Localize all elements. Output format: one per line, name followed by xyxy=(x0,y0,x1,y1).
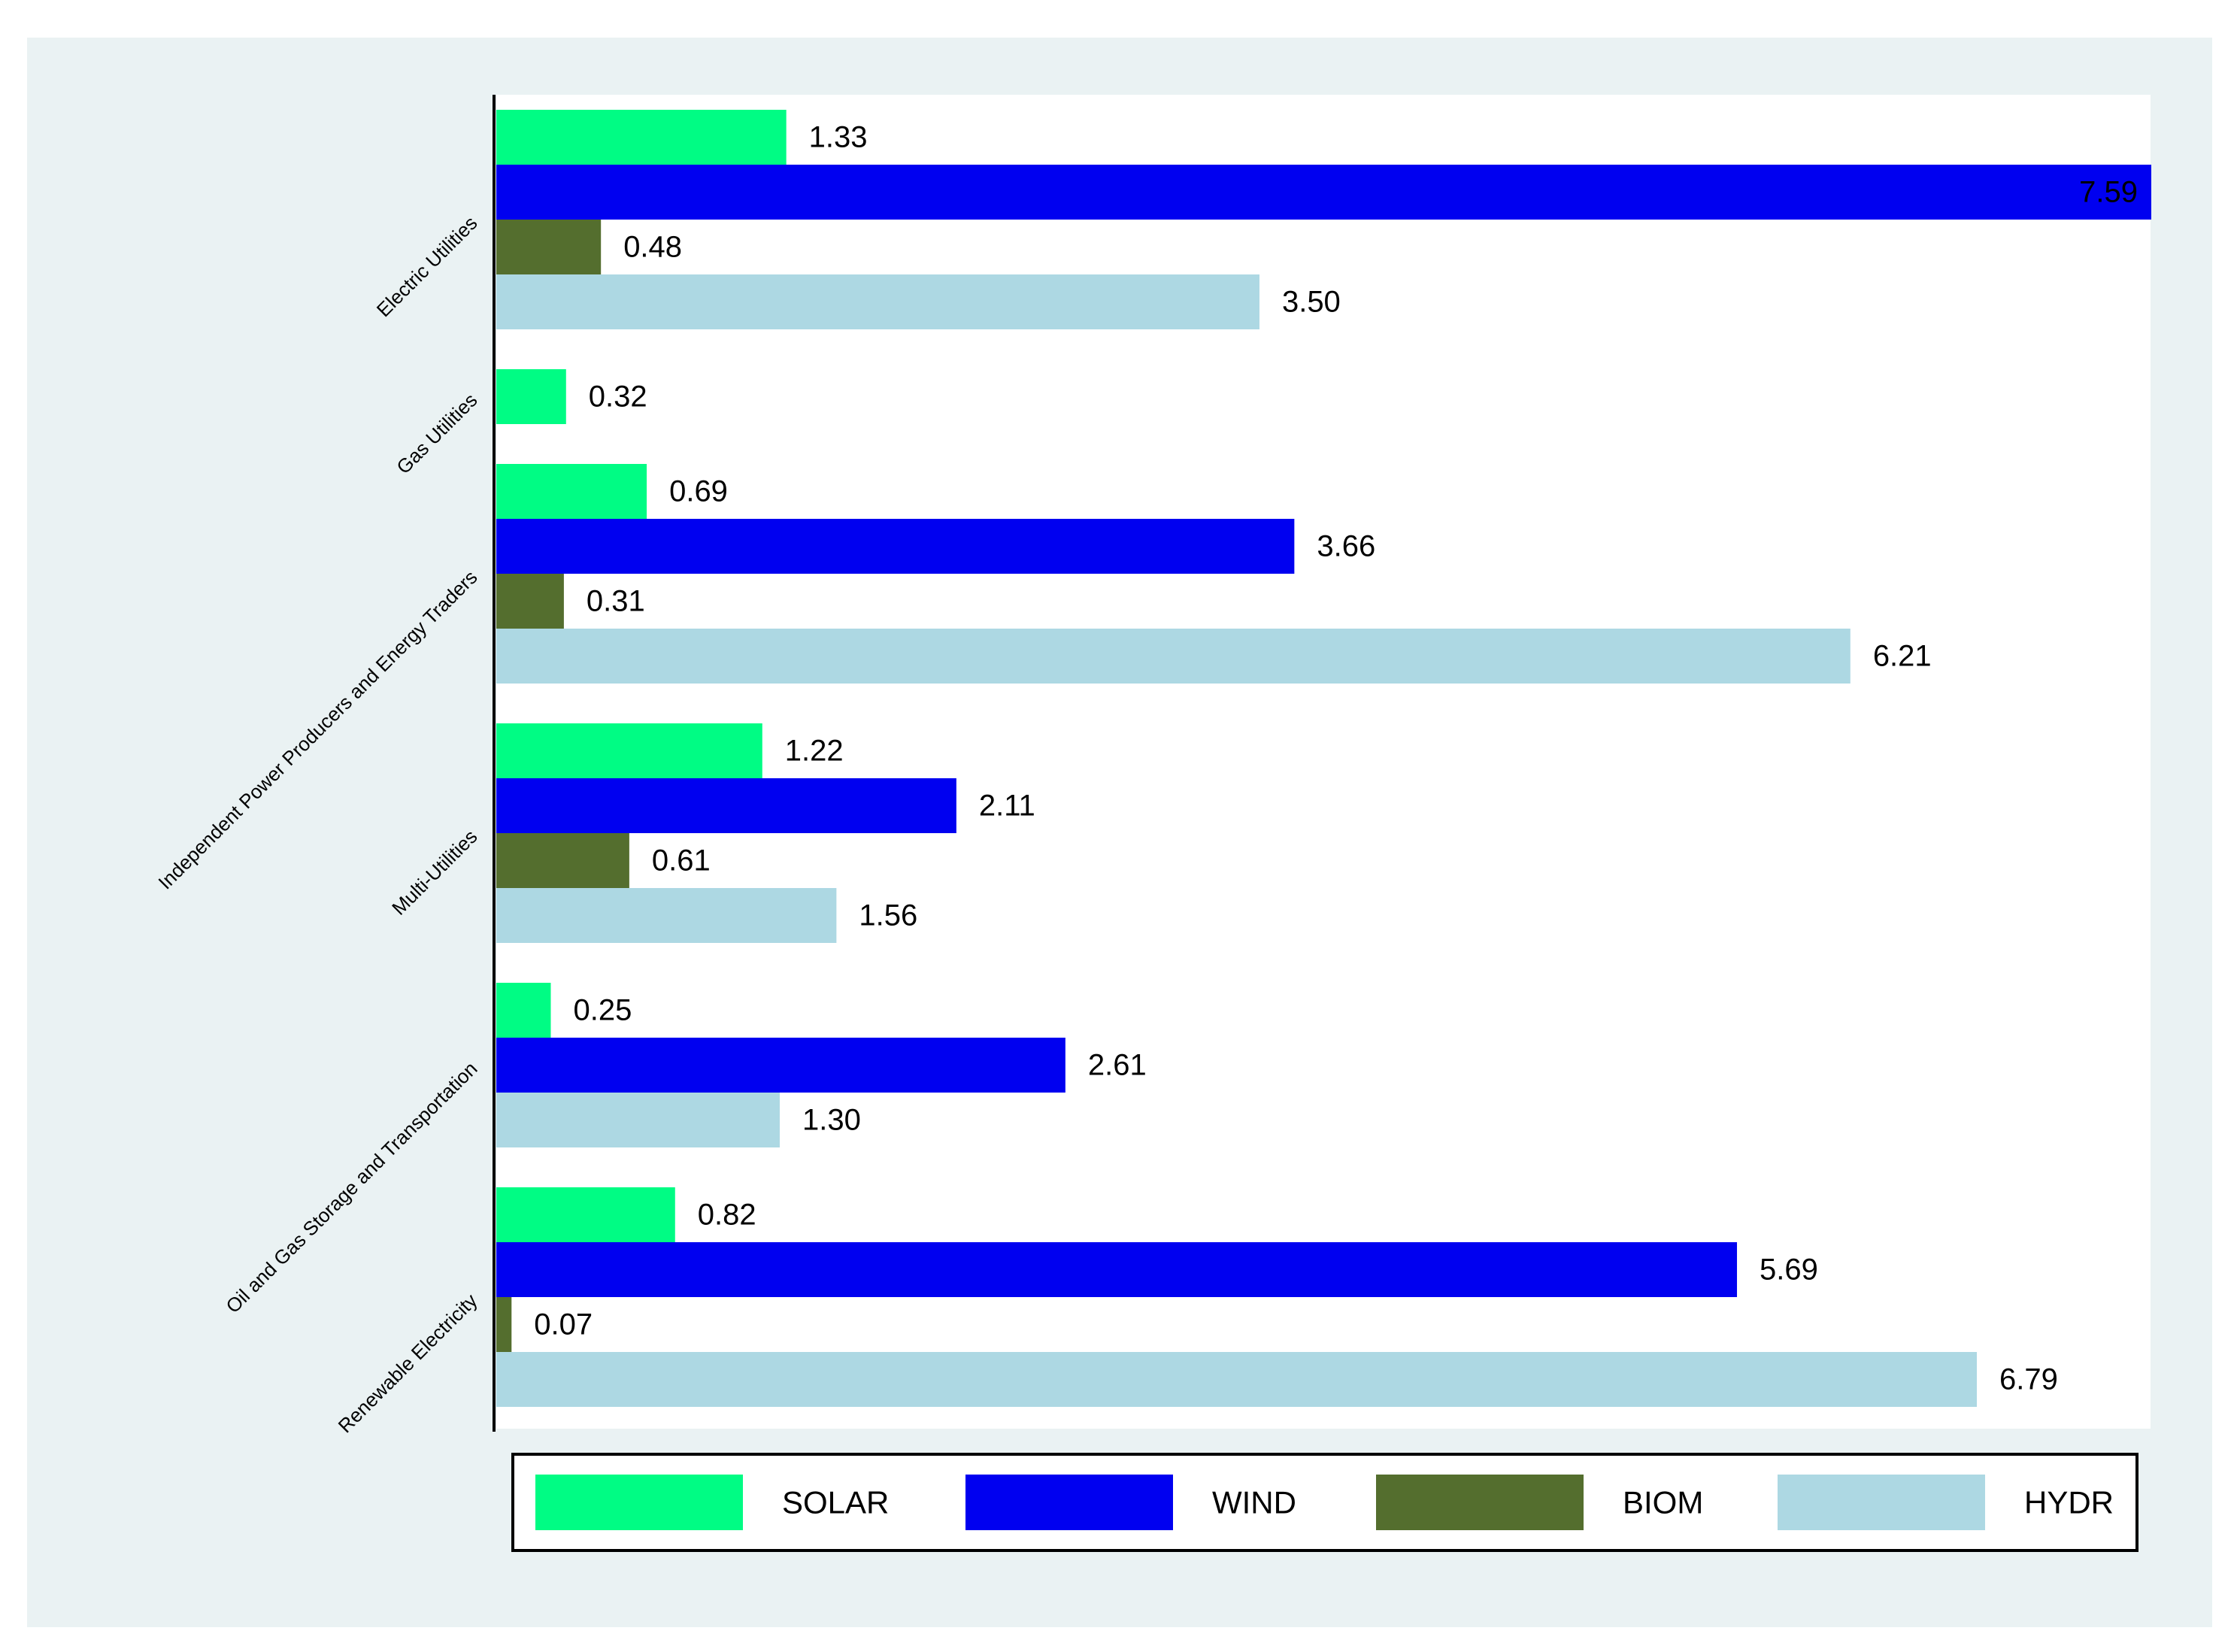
bar-value-label: 0.07 xyxy=(534,1308,593,1341)
bar-value-label: 0.32 xyxy=(589,380,647,414)
bar-biom-3 xyxy=(496,574,564,629)
bar-wind-6 xyxy=(496,1242,1738,1297)
bar-value-label: 7.59 xyxy=(2079,176,2138,209)
bar-solar-3 xyxy=(496,464,647,519)
bar-biom-6 xyxy=(496,1297,512,1352)
bar-wind-5 xyxy=(496,1038,1065,1093)
legend-swatch-solar xyxy=(535,1475,743,1530)
bar-value-label: 1.33 xyxy=(809,121,868,154)
legend-swatch-wind xyxy=(965,1475,1173,1530)
bar-value-label: 1.22 xyxy=(785,735,844,768)
bar-solar-2 xyxy=(496,369,566,424)
bar-hydr-1 xyxy=(496,274,1259,329)
legend-label-wind: WIND xyxy=(1212,1485,1296,1520)
legend-swatch-hydr xyxy=(1778,1475,1985,1530)
bar-value-label: 6.79 xyxy=(1999,1363,2058,1396)
bar-labels-layer: 1.33 7.59 0.48 3.50 0.32 0.69 3.66 0.31 6.21 1.22… xyxy=(534,121,2138,1396)
bar-value-label: 5.69 xyxy=(1760,1253,1818,1287)
bar-hydr-5 xyxy=(496,1093,780,1147)
bar-value-label: 0.31 xyxy=(587,585,645,618)
bar-value-label: 0.82 xyxy=(698,1199,756,1232)
bar-wind-3 xyxy=(496,519,1295,574)
bar-hydr-6 xyxy=(496,1352,1978,1407)
bar-wind-4 xyxy=(496,778,956,833)
bar-biom-4 xyxy=(496,833,629,888)
bar-solar-6 xyxy=(496,1187,675,1242)
bar-value-label: 3.50 xyxy=(1282,286,1341,319)
bar-solar-5 xyxy=(496,983,551,1038)
bar-value-label: 6.21 xyxy=(1873,640,1932,673)
bar-value-label: 0.48 xyxy=(623,231,682,264)
bar-value-label: 1.30 xyxy=(802,1104,861,1137)
bar-value-label: 0.25 xyxy=(573,994,632,1027)
bar-solar-1 xyxy=(496,110,787,165)
legend-label-solar: SOLAR xyxy=(782,1485,889,1520)
bar-value-label: 2.61 xyxy=(1088,1049,1147,1082)
bar-hydr-4 xyxy=(496,888,837,943)
bar-hydr-3 xyxy=(496,629,1851,684)
legend: SOLAR WIND BIOM HYDR xyxy=(511,1453,2138,1552)
legend-swatch-biom xyxy=(1376,1475,1584,1530)
bar-value-label: 0.61 xyxy=(652,844,711,878)
bars-layer xyxy=(496,110,2151,1407)
legend-label-biom: BIOM xyxy=(1623,1485,1703,1520)
bar-value-label: 0.69 xyxy=(669,475,728,508)
bar-wind-1 xyxy=(496,165,2151,220)
legend-label-hydr: HYDR xyxy=(2024,1485,2114,1520)
bar-value-label: 3.66 xyxy=(1317,530,1375,563)
bar-value-label: 1.56 xyxy=(859,899,917,932)
bar-biom-1 xyxy=(496,220,602,274)
bar-value-label: 2.11 xyxy=(979,790,1035,823)
bar-solar-4 xyxy=(496,723,762,778)
